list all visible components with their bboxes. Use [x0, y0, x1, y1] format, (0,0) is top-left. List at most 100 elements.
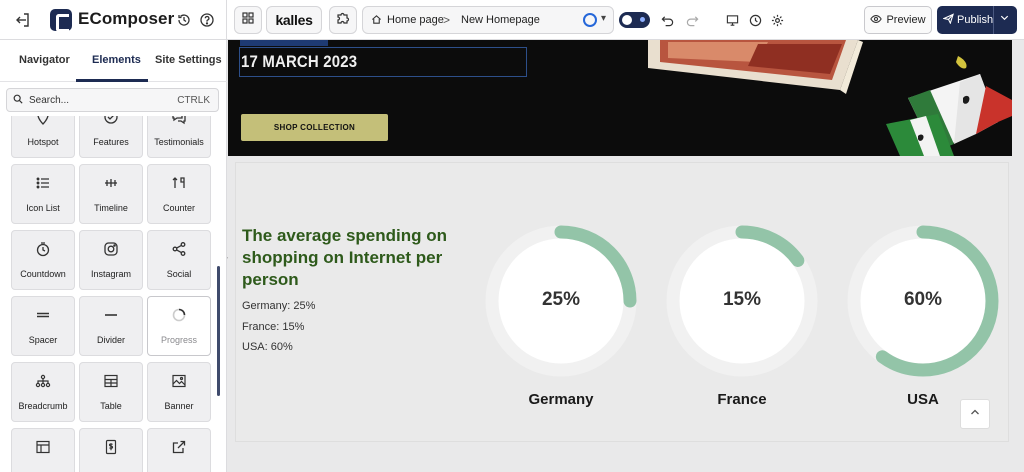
ecomposer-logo [50, 9, 72, 32]
exit-icon[interactable] [14, 11, 32, 29]
progress-icon [148, 307, 210, 323]
element-table[interactable]: Table [79, 362, 143, 422]
element-banner[interactable]: Banner [147, 362, 211, 422]
element-testimonials[interactable]: Testimonials [147, 116, 211, 158]
brand-name: EComposer [78, 9, 175, 28]
layout-grid-button[interactable] [234, 6, 262, 34]
tab-site-settings[interactable]: Site Settings [155, 54, 222, 66]
ring-country: France [717, 391, 767, 408]
ring-percent: 60% [903, 289, 943, 310]
home-icon [371, 14, 382, 28]
ring-progress-arc [666, 225, 818, 377]
element-hotspot[interactable]: Hotspot [11, 116, 75, 158]
hero-section[interactable]: 17 MARCH 2023 SHOP COLLECTION [228, 40, 1012, 156]
ring-progress-arc [847, 225, 999, 377]
stat-line: USA: 60% [242, 341, 293, 353]
element-timeline[interactable]: Timeline [79, 164, 143, 224]
hotspot-icon [12, 116, 74, 125]
table-icon [80, 373, 142, 389]
ring-progress-arc [485, 225, 637, 377]
breadcrumb-home: Home page [387, 14, 444, 26]
element-spacer[interactable]: Spacer [11, 296, 75, 356]
element-instagram[interactable]: Instagram [79, 230, 143, 290]
history-icon[interactable] [176, 12, 192, 28]
tab-navigator[interactable]: Navigator [19, 54, 70, 66]
element-counter[interactable]: Counter [147, 164, 211, 224]
undo-icon[interactable] [659, 12, 675, 28]
element-social[interactable]: Social [147, 230, 211, 290]
puzzle-icon [336, 11, 350, 30]
publish-button[interactable]: Publish [937, 6, 1017, 34]
element-layout[interactable] [11, 428, 75, 472]
element-search-input[interactable]: Search... CTRLK [6, 88, 219, 112]
element-countdown[interactable]: Countdown [11, 230, 75, 290]
element-divider[interactable]: Divider [79, 296, 143, 356]
element-features[interactable]: Features [79, 116, 143, 158]
stat-line: France: 15% [242, 321, 305, 333]
element-label: Hotspot [27, 137, 59, 147]
editor-canvas: 17 MARCH 2023 SHOP COLLECTION The averag… [228, 40, 1024, 472]
instagram-icon [80, 241, 142, 257]
breadcrumb-page: New Homepage [461, 14, 540, 26]
element-label: Spacer [28, 335, 58, 345]
timeline-icon [80, 175, 142, 191]
publish-options-chevron-icon[interactable] [999, 12, 1010, 26]
ring-country: USA [907, 391, 939, 408]
progress-rings [485, 225, 999, 377]
globe-icon[interactable] [583, 13, 597, 27]
preview-label: Preview [886, 14, 926, 26]
section-heading[interactable]: The average spending on shopping on Inte… [242, 226, 447, 289]
back-to-top-button[interactable] [960, 399, 990, 429]
help-icon[interactable] [199, 12, 215, 28]
publish-label: Publish [957, 14, 994, 26]
social-icon [148, 241, 210, 257]
preview-button[interactable]: Preview [864, 6, 932, 34]
price-icon [80, 439, 142, 455]
element-breadcrumb[interactable]: Breadcrumb [11, 362, 75, 422]
element-label: Divider [96, 335, 125, 345]
chevron-up-icon [969, 405, 981, 423]
element-label: Banner [164, 401, 194, 411]
sidebar-tabs: Navigator Elements Site Settings [0, 40, 227, 82]
elements-sidebar: Navigator Elements Site Settings Search.… [0, 40, 227, 472]
divider-icon [80, 307, 142, 323]
redo-icon[interactable] [684, 12, 700, 28]
tab-elements[interactable]: Elements [92, 54, 141, 66]
element-label: Countdown [20, 269, 66, 279]
element-progress[interactable]: Progress [147, 296, 211, 356]
sidebar-scrollbar[interactable] [217, 266, 220, 396]
ring-percent: 25% [541, 289, 581, 310]
layout-icon [12, 439, 74, 455]
element-link[interactable] [147, 428, 211, 472]
element-label: Counter [162, 203, 196, 213]
hero-date[interactable]: 17 MARCH 2023 [241, 52, 358, 71]
hero-image [648, 40, 1012, 156]
page-selector[interactable]: Home page > New Homepage ▾ [362, 6, 614, 34]
element-price[interactable] [79, 428, 143, 472]
element-label: Table [100, 401, 122, 411]
shop-collection-button[interactable]: SHOP COLLECTION [241, 114, 388, 141]
apps-button[interactable] [329, 6, 357, 34]
elements-grid: Hotspot Features Testimonials Icon List … [0, 116, 227, 472]
settings-gear-icon[interactable] [769, 12, 785, 28]
publish-main[interactable]: Publish [942, 13, 994, 27]
element-label: Progress [160, 335, 197, 345]
chevron-down-icon[interactable]: ▾ [601, 13, 607, 24]
element-icon-list[interactable]: Icon List [11, 164, 75, 224]
progress-section[interactable]: The average spending on shopping on Inte… [235, 162, 1009, 442]
desktop-icon[interactable] [724, 12, 740, 28]
counter-icon [148, 175, 210, 191]
store-logo-button[interactable]: kalles [266, 6, 322, 34]
countdown-icon [12, 241, 74, 257]
icon-list-icon [12, 175, 74, 191]
spacer-icon [12, 307, 74, 323]
element-label: Instagram [90, 269, 132, 279]
breadcrumb-separator: > [443, 13, 451, 27]
active-tab-indicator [76, 79, 148, 82]
eye-icon [870, 13, 883, 28]
hero-badge [240, 40, 328, 46]
dark-mode-toggle[interactable] [619, 12, 650, 28]
clock-icon[interactable] [747, 12, 763, 28]
selected-heading-outline [239, 47, 527, 77]
element-label: Social [166, 269, 192, 279]
